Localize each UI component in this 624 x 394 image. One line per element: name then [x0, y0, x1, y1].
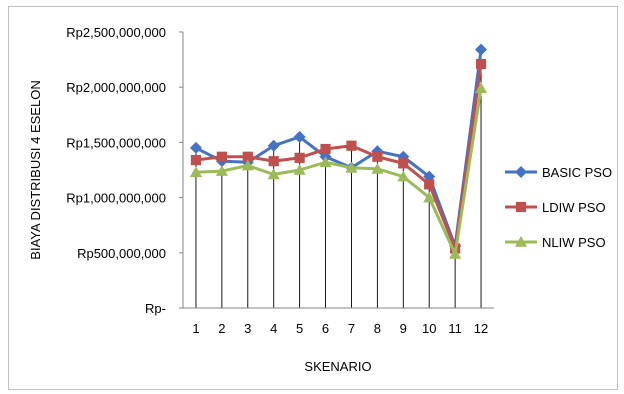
y-axis-title: BIAYA DISTRIBUSI 4 ESELON	[28, 80, 43, 259]
drop-lines	[195, 49, 482, 308]
axes	[179, 31, 494, 309]
triangle-marker	[397, 170, 410, 182]
square-marker	[424, 179, 435, 190]
series-group	[189, 43, 488, 259]
triangle-marker	[189, 166, 202, 178]
square-marker	[190, 154, 202, 166]
legend-item[interactable]: LDIW PSO	[505, 200, 606, 215]
triangle-marker	[215, 165, 228, 176]
triangle-marker	[515, 236, 527, 247]
x-tick-label: 6	[322, 321, 329, 336]
series-ldiw-pso	[190, 58, 487, 254]
y-tick-label: Rp2,000,000,000	[66, 80, 166, 95]
square-marker	[515, 201, 527, 213]
series-line	[195, 88, 483, 256]
legend[interactable]: BASIC PSO LDIW PSO NLIW PSO	[505, 165, 612, 250]
diamond-marker	[267, 139, 280, 152]
x-tick-label: 9	[400, 321, 407, 336]
legend-label: BASIC PSO	[542, 165, 612, 180]
x-tick-label: 5	[296, 321, 303, 336]
triangle-marker	[475, 82, 488, 94]
x-tick-label: 2	[218, 321, 225, 336]
y-tick-label: Rp1,000,000,000	[66, 191, 166, 206]
triangle-marker	[345, 161, 358, 173]
square-marker	[320, 143, 331, 155]
triangle-marker	[449, 247, 462, 259]
diamond-marker	[515, 166, 527, 178]
y-tick-label: Rp2,500,000,000	[66, 25, 166, 40]
y-tick-label: Rp1,500,000,000	[66, 135, 166, 150]
legend-item[interactable]: NLIW PSO	[505, 235, 606, 250]
x-tick-label: 12	[474, 321, 488, 336]
square-marker	[475, 58, 487, 70]
triangle-marker	[371, 162, 384, 174]
y-tick-labels: Rp- Rp500,000,000 Rp1,000,000,000 Rp1,500,0…	[66, 25, 166, 316]
triangle-marker	[293, 164, 306, 175]
triangle-marker	[319, 156, 332, 168]
diamond-marker	[475, 43, 488, 56]
x-tick-labels: 1 2 3 4 5 6 7 8 9 10 11 12	[192, 321, 488, 336]
x-tick-label: 7	[348, 321, 355, 336]
square-marker	[216, 151, 227, 162]
square-marker	[242, 151, 253, 162]
legend-item[interactable]: BASIC PSO	[505, 165, 612, 180]
square-marker	[398, 158, 409, 169]
diamond-marker	[189, 141, 202, 154]
x-tick-label: 3	[244, 321, 251, 336]
chart-frame	[8, 6, 618, 390]
legend-label: LDIW PSO	[542, 200, 606, 215]
y-tick-label: Rp500,000,000	[77, 246, 166, 261]
y-tick-label: Rp-	[145, 301, 166, 316]
x-tick-label: 4	[270, 321, 277, 336]
x-tick-label: 11	[448, 321, 462, 336]
x-axis-title: SKENARIO	[304, 359, 371, 374]
triangle-marker	[267, 168, 280, 180]
square-marker	[268, 156, 279, 167]
square-marker	[372, 151, 383, 162]
triangle-marker	[423, 191, 436, 203]
x-tick-label: 10	[422, 321, 436, 336]
legend-label: NLIW PSO	[542, 235, 606, 250]
series-nliw-pso	[189, 82, 488, 259]
triangle-marker	[241, 159, 254, 171]
x-tick-label: 1	[192, 321, 199, 336]
square-marker	[346, 140, 357, 151]
diamond-marker	[293, 130, 306, 143]
square-marker	[294, 152, 305, 163]
x-tick-label: 8	[374, 321, 381, 336]
